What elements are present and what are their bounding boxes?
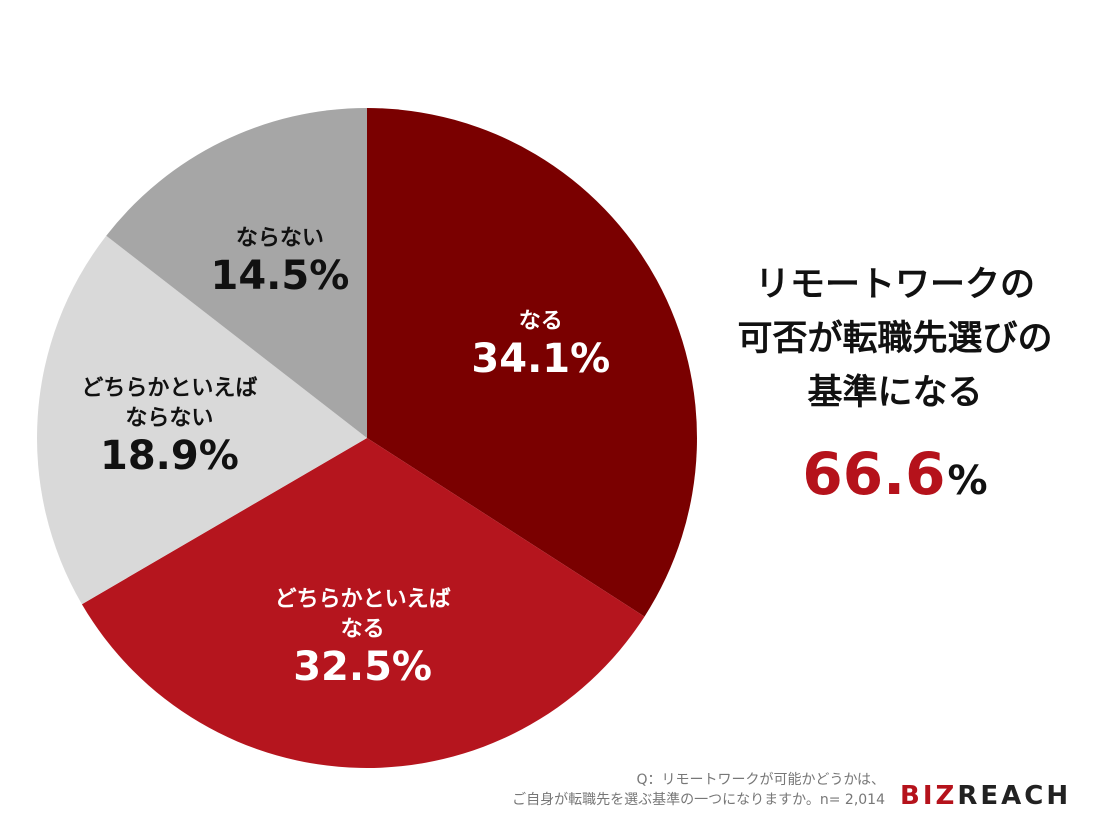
footnote-line-1: Q：リモートワークが可能かどうかは、 <box>636 772 885 788</box>
footnote-line-2: ご自身が転職先を選ぶ基準の一つになりますか。n= 2,014 <box>512 792 885 808</box>
pie-slice-1 <box>81 438 645 768</box>
pie-category-label: ならない <box>236 226 324 251</box>
pie-slice-2 <box>37 235 368 605</box>
pie-value-label: 14.5% <box>211 253 350 299</box>
pie-chart: なる34.1%どちらかといえばなる32.5%どちらかといえばならない18.9%な… <box>37 107 697 768</box>
pie-value-label: 34.1% <box>471 336 610 382</box>
callout-line-3: 基準になる <box>807 373 983 413</box>
pie-value-label: 18.9% <box>100 433 239 479</box>
pie-slice-3 <box>106 107 367 438</box>
callout-value: 66.6% <box>690 440 1100 508</box>
callout-value-number: 66.6 <box>802 440 946 508</box>
pie-category-label: なる <box>519 309 563 334</box>
callout-value-unit: % <box>947 458 988 504</box>
pie-category-label: どちらかといえば <box>81 376 257 401</box>
logo-part-biz: BIZ <box>900 781 958 811</box>
pie-slice-0 <box>367 108 697 617</box>
pie-category-label: どちらかといえば <box>275 587 451 612</box>
survey-footnote: Q：リモートワークが可能かどうかは、 ご自身が転職先を選ぶ基準の一つになりますか… <box>420 770 885 810</box>
pie-value-label: 32.5% <box>293 644 432 690</box>
pie-category-label: ならない <box>125 406 213 431</box>
bizreach-logo: BIZREACH <box>900 781 1071 811</box>
callout-line-1: リモートワークの <box>754 265 1035 305</box>
logo-part-reach: REACH <box>957 781 1072 811</box>
summary-callout: リモートワークの 可否が転職先選びの 基準になる <box>690 258 1100 420</box>
pie-category-label: なる <box>341 617 385 642</box>
callout-line-2: 可否が転職先選びの <box>737 319 1053 359</box>
